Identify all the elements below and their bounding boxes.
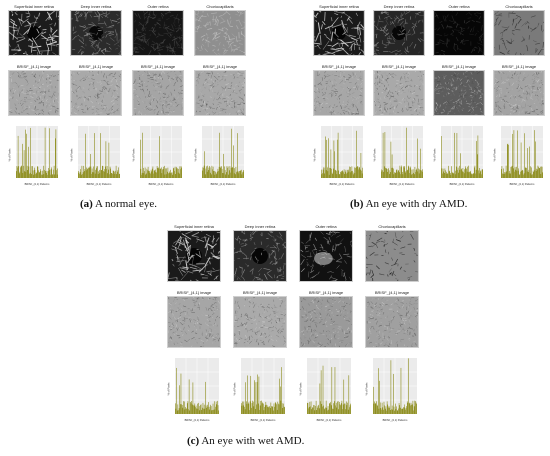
brisf-title: BRISF_{4,1} image xyxy=(501,64,537,69)
brisf-title: BRISF_{4,1} image xyxy=(381,64,417,69)
octa-image xyxy=(493,10,545,56)
histogram-ylabel: % of Pixels xyxy=(70,148,74,162)
histogram-xlabel: BRISF_{4,1} Patterns xyxy=(317,418,343,422)
histogram: % of Pixels BRISF_{4,1} Patterns xyxy=(167,358,219,422)
caption-a: (a) A normal eye. xyxy=(80,198,157,210)
image-title: Deep inner retina xyxy=(244,224,276,229)
brisf-image xyxy=(132,70,184,116)
brisf-image xyxy=(373,70,425,116)
figure-panel-c: (c) An eye with wet AMD. Superficial inn… xyxy=(137,218,419,456)
histogram: % of Pixels BRISF_{4,1} Patterns xyxy=(299,358,351,422)
histogram-ylabel: % of Pixels xyxy=(365,382,369,396)
brisf-title: BRISF_{4,1} image xyxy=(374,290,410,295)
image-title: Choriocapillaris xyxy=(378,224,406,229)
brisf-image xyxy=(433,70,485,116)
octa-image xyxy=(194,10,246,56)
histogram-ylabel: % of Pixels xyxy=(373,148,377,162)
image-title: Superficial inner retina xyxy=(174,224,214,229)
brisf-image xyxy=(167,296,221,348)
brisf-image xyxy=(313,70,365,116)
histogram: % of Pixels BRISF_{4,1} Patterns xyxy=(365,358,417,422)
histogram: % of Pixels BRISF_{4,1} Patterns xyxy=(493,126,543,186)
image-title: Choriocapillaris xyxy=(206,4,234,9)
octa-image xyxy=(299,230,353,282)
histogram: % of Pixels BRISF_{4,1} Patterns xyxy=(373,126,423,186)
octa-image xyxy=(313,10,365,56)
histogram: % of Pixels BRISF_{4,1} Patterns xyxy=(433,126,483,186)
octa-image xyxy=(167,230,221,282)
brisf-title: BRISF_{4,1} image xyxy=(202,64,238,69)
brisf-image xyxy=(70,70,122,116)
figure-panel-a: (a) A normal eye. Superficial inner reti… xyxy=(0,0,275,225)
figure-panel-b: (b) An eye with dry AMD. Superficial inn… xyxy=(275,0,550,225)
histogram-ylabel: % of Pixels xyxy=(433,148,437,162)
histogram: % of Pixels BRISF_{4,1} Patterns xyxy=(70,126,120,186)
brisf-title: BRISF_{4,1} image xyxy=(441,64,477,69)
octa-image xyxy=(132,10,184,56)
histogram-xlabel: BRISF_{4,1} Patterns xyxy=(330,182,356,186)
histogram: % of Pixels BRISF_{4,1} Patterns xyxy=(194,126,244,186)
histogram-xlabel: BRISF_{4,1} Patterns xyxy=(510,182,536,186)
histogram-xlabel: BRISF_{4,1} Patterns xyxy=(25,182,51,186)
histogram-xlabel: BRISF_{4,1} Patterns xyxy=(87,182,113,186)
brisf-image xyxy=(365,296,419,348)
histogram: % of Pixels BRISF_{4,1} Patterns xyxy=(132,126,182,186)
histogram-ylabel: % of Pixels xyxy=(167,382,171,396)
brisf-title: BRISF_{4,1} image xyxy=(176,290,212,295)
histogram: % of Pixels BRISF_{4,1} Patterns xyxy=(233,358,285,422)
brisf-image xyxy=(299,296,353,348)
histogram-xlabel: BRISF_{4,1} Patterns xyxy=(383,418,409,422)
brisf-title: BRISF_{4,1} image xyxy=(308,290,344,295)
brisf-title: BRISF_{4,1} image xyxy=(16,64,52,69)
histogram-ylabel: % of Pixels xyxy=(194,148,198,162)
brisf-image xyxy=(8,70,60,116)
octa-image xyxy=(233,230,287,282)
brisf-title: BRISF_{4,1} image xyxy=(321,64,357,69)
caption-c: (c) An eye with wet AMD. xyxy=(187,435,305,447)
histogram: % of Pixels BRISF_{4,1} Patterns xyxy=(8,126,58,186)
image-title: Choriocapillaris xyxy=(505,4,533,9)
image-title: Deep inner retina xyxy=(383,4,415,9)
brisf-title: BRISF_{4,1} image xyxy=(78,64,114,69)
histogram-ylabel: % of Pixels xyxy=(132,148,136,162)
image-title: Superficial inner retina xyxy=(319,4,359,9)
histogram-xlabel: BRISF_{4,1} Patterns xyxy=(251,418,277,422)
image-title: Deep inner retina xyxy=(80,4,112,9)
brisf-image xyxy=(233,296,287,348)
histogram-xlabel: BRISF_{4,1} Patterns xyxy=(450,182,476,186)
histogram-xlabel: BRISF_{4,1} Patterns xyxy=(185,418,211,422)
histogram-xlabel: BRISF_{4,1} Patterns xyxy=(390,182,416,186)
brisf-image xyxy=(493,70,545,116)
octa-image xyxy=(373,10,425,56)
image-title: Superficial inner retina xyxy=(14,4,54,9)
octa-image xyxy=(8,10,60,56)
histogram: % of Pixels BRISF_{4,1} Patterns xyxy=(313,126,363,186)
histogram-ylabel: % of Pixels xyxy=(8,148,12,162)
histogram-ylabel: % of Pixels xyxy=(233,382,237,396)
image-title: Outer retina xyxy=(448,4,470,9)
brisf-title: BRISF_{4,1} image xyxy=(242,290,278,295)
octa-image xyxy=(365,230,419,282)
caption-b: (b) An eye with dry AMD. xyxy=(350,198,468,210)
octa-image xyxy=(70,10,122,56)
octa-image xyxy=(433,10,485,56)
histogram-ylabel: % of Pixels xyxy=(493,148,497,162)
histogram-ylabel: % of Pixels xyxy=(299,382,303,396)
brisf-title: BRISF_{4,1} image xyxy=(140,64,176,69)
histogram-xlabel: BRISF_{4,1} Patterns xyxy=(149,182,175,186)
brisf-image xyxy=(194,70,246,116)
histogram-ylabel: % of Pixels xyxy=(313,148,317,162)
image-title: Outer retina xyxy=(315,224,337,229)
image-title: Outer retina xyxy=(147,4,169,9)
histogram-xlabel: BRISF_{4,1} Patterns xyxy=(211,182,237,186)
